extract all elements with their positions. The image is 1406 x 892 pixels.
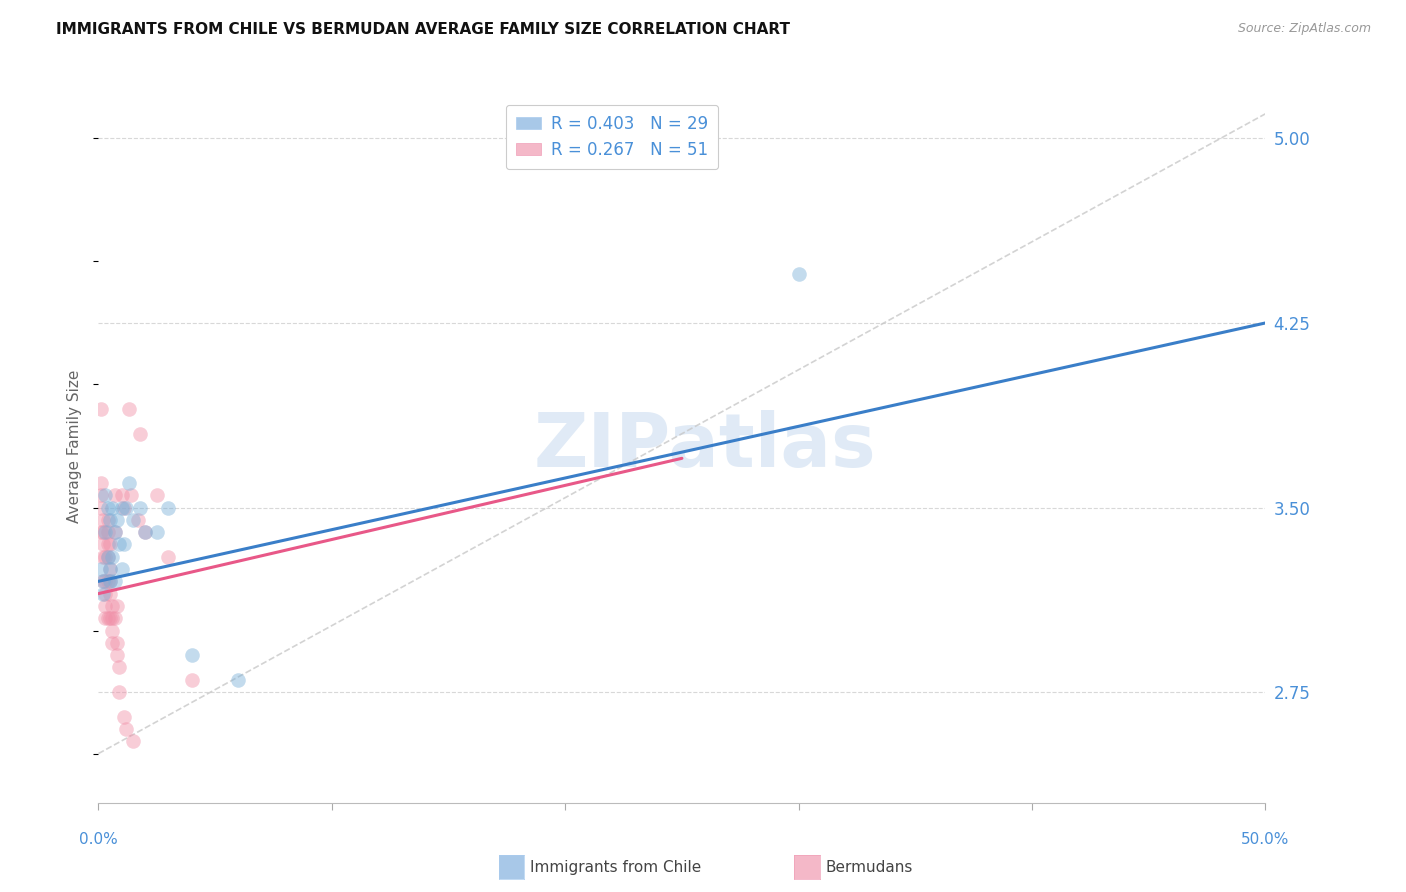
Point bbox=[90, 475, 112, 490]
Point bbox=[98, 562, 121, 576]
Point bbox=[94, 574, 117, 589]
Point bbox=[91, 587, 114, 601]
Point bbox=[228, 673, 250, 687]
Text: ZIPatlas: ZIPatlas bbox=[534, 409, 876, 483]
Point bbox=[94, 587, 117, 601]
Point bbox=[94, 488, 117, 502]
Point bbox=[180, 673, 202, 687]
Point bbox=[127, 513, 149, 527]
Point bbox=[108, 685, 131, 699]
Point bbox=[101, 500, 124, 515]
Point bbox=[97, 611, 120, 625]
Point bbox=[122, 513, 145, 527]
Point bbox=[111, 500, 134, 515]
Point bbox=[118, 402, 141, 417]
Point bbox=[104, 574, 127, 589]
Point bbox=[129, 426, 152, 441]
Point bbox=[94, 611, 117, 625]
Point bbox=[101, 624, 124, 638]
Point bbox=[98, 562, 121, 576]
Text: Source: ZipAtlas.com: Source: ZipAtlas.com bbox=[1237, 22, 1371, 36]
Point bbox=[146, 488, 169, 502]
Point bbox=[98, 574, 121, 589]
Point bbox=[97, 513, 120, 527]
Point bbox=[105, 599, 128, 613]
Text: IMMIGRANTS FROM CHILE VS BERMUDAN AVERAGE FAMILY SIZE CORRELATION CHART: IMMIGRANTS FROM CHILE VS BERMUDAN AVERAG… bbox=[56, 22, 790, 37]
Point bbox=[104, 525, 127, 540]
Point bbox=[112, 709, 135, 723]
Point bbox=[115, 722, 138, 736]
Point bbox=[94, 525, 117, 540]
Point bbox=[118, 475, 141, 490]
Point bbox=[90, 525, 112, 540]
Point bbox=[91, 574, 114, 589]
Point bbox=[97, 525, 120, 540]
Point bbox=[94, 599, 117, 613]
Point bbox=[108, 660, 131, 674]
Point bbox=[111, 562, 134, 576]
Point bbox=[91, 537, 114, 551]
Point bbox=[105, 648, 128, 662]
Point bbox=[101, 549, 124, 564]
Point bbox=[90, 500, 112, 515]
Point bbox=[112, 537, 135, 551]
Point bbox=[90, 402, 112, 417]
Point bbox=[98, 537, 121, 551]
Text: 0.0%: 0.0% bbox=[79, 832, 118, 847]
Point bbox=[91, 525, 114, 540]
Point bbox=[104, 611, 127, 625]
Point bbox=[134, 525, 156, 540]
Point bbox=[111, 488, 134, 502]
Point bbox=[157, 549, 180, 564]
Point bbox=[157, 500, 180, 515]
Point bbox=[91, 574, 114, 589]
Point bbox=[90, 562, 112, 576]
Point bbox=[97, 549, 120, 564]
Point bbox=[98, 611, 121, 625]
Text: Bermudans: Bermudans bbox=[825, 860, 912, 874]
Text: 50.0%: 50.0% bbox=[1241, 832, 1289, 847]
Point bbox=[94, 549, 117, 564]
Point bbox=[91, 513, 114, 527]
Point bbox=[104, 488, 127, 502]
Point bbox=[101, 611, 124, 625]
Y-axis label: Average Family Size: Average Family Size bbox=[67, 369, 83, 523]
Point bbox=[91, 549, 114, 564]
Point bbox=[90, 488, 112, 502]
Point bbox=[101, 636, 124, 650]
Point bbox=[105, 636, 128, 650]
Point bbox=[98, 574, 121, 589]
Point bbox=[122, 734, 145, 748]
Point bbox=[787, 267, 810, 281]
Text: Immigrants from Chile: Immigrants from Chile bbox=[530, 860, 702, 874]
Point bbox=[115, 500, 138, 515]
Point bbox=[104, 525, 127, 540]
Point bbox=[101, 599, 124, 613]
Point bbox=[97, 500, 120, 515]
Point bbox=[112, 500, 135, 515]
Point bbox=[120, 488, 142, 502]
Point bbox=[105, 513, 128, 527]
Point bbox=[98, 587, 121, 601]
Point bbox=[98, 513, 121, 527]
Point bbox=[97, 549, 120, 564]
Legend: R = 0.403   N = 29, R = 0.267   N = 51: R = 0.403 N = 29, R = 0.267 N = 51 bbox=[506, 104, 718, 169]
Point bbox=[146, 525, 169, 540]
Point bbox=[97, 574, 120, 589]
Point bbox=[180, 648, 202, 662]
Point bbox=[134, 525, 156, 540]
Point bbox=[108, 537, 131, 551]
Point bbox=[129, 500, 152, 515]
Point bbox=[97, 537, 120, 551]
